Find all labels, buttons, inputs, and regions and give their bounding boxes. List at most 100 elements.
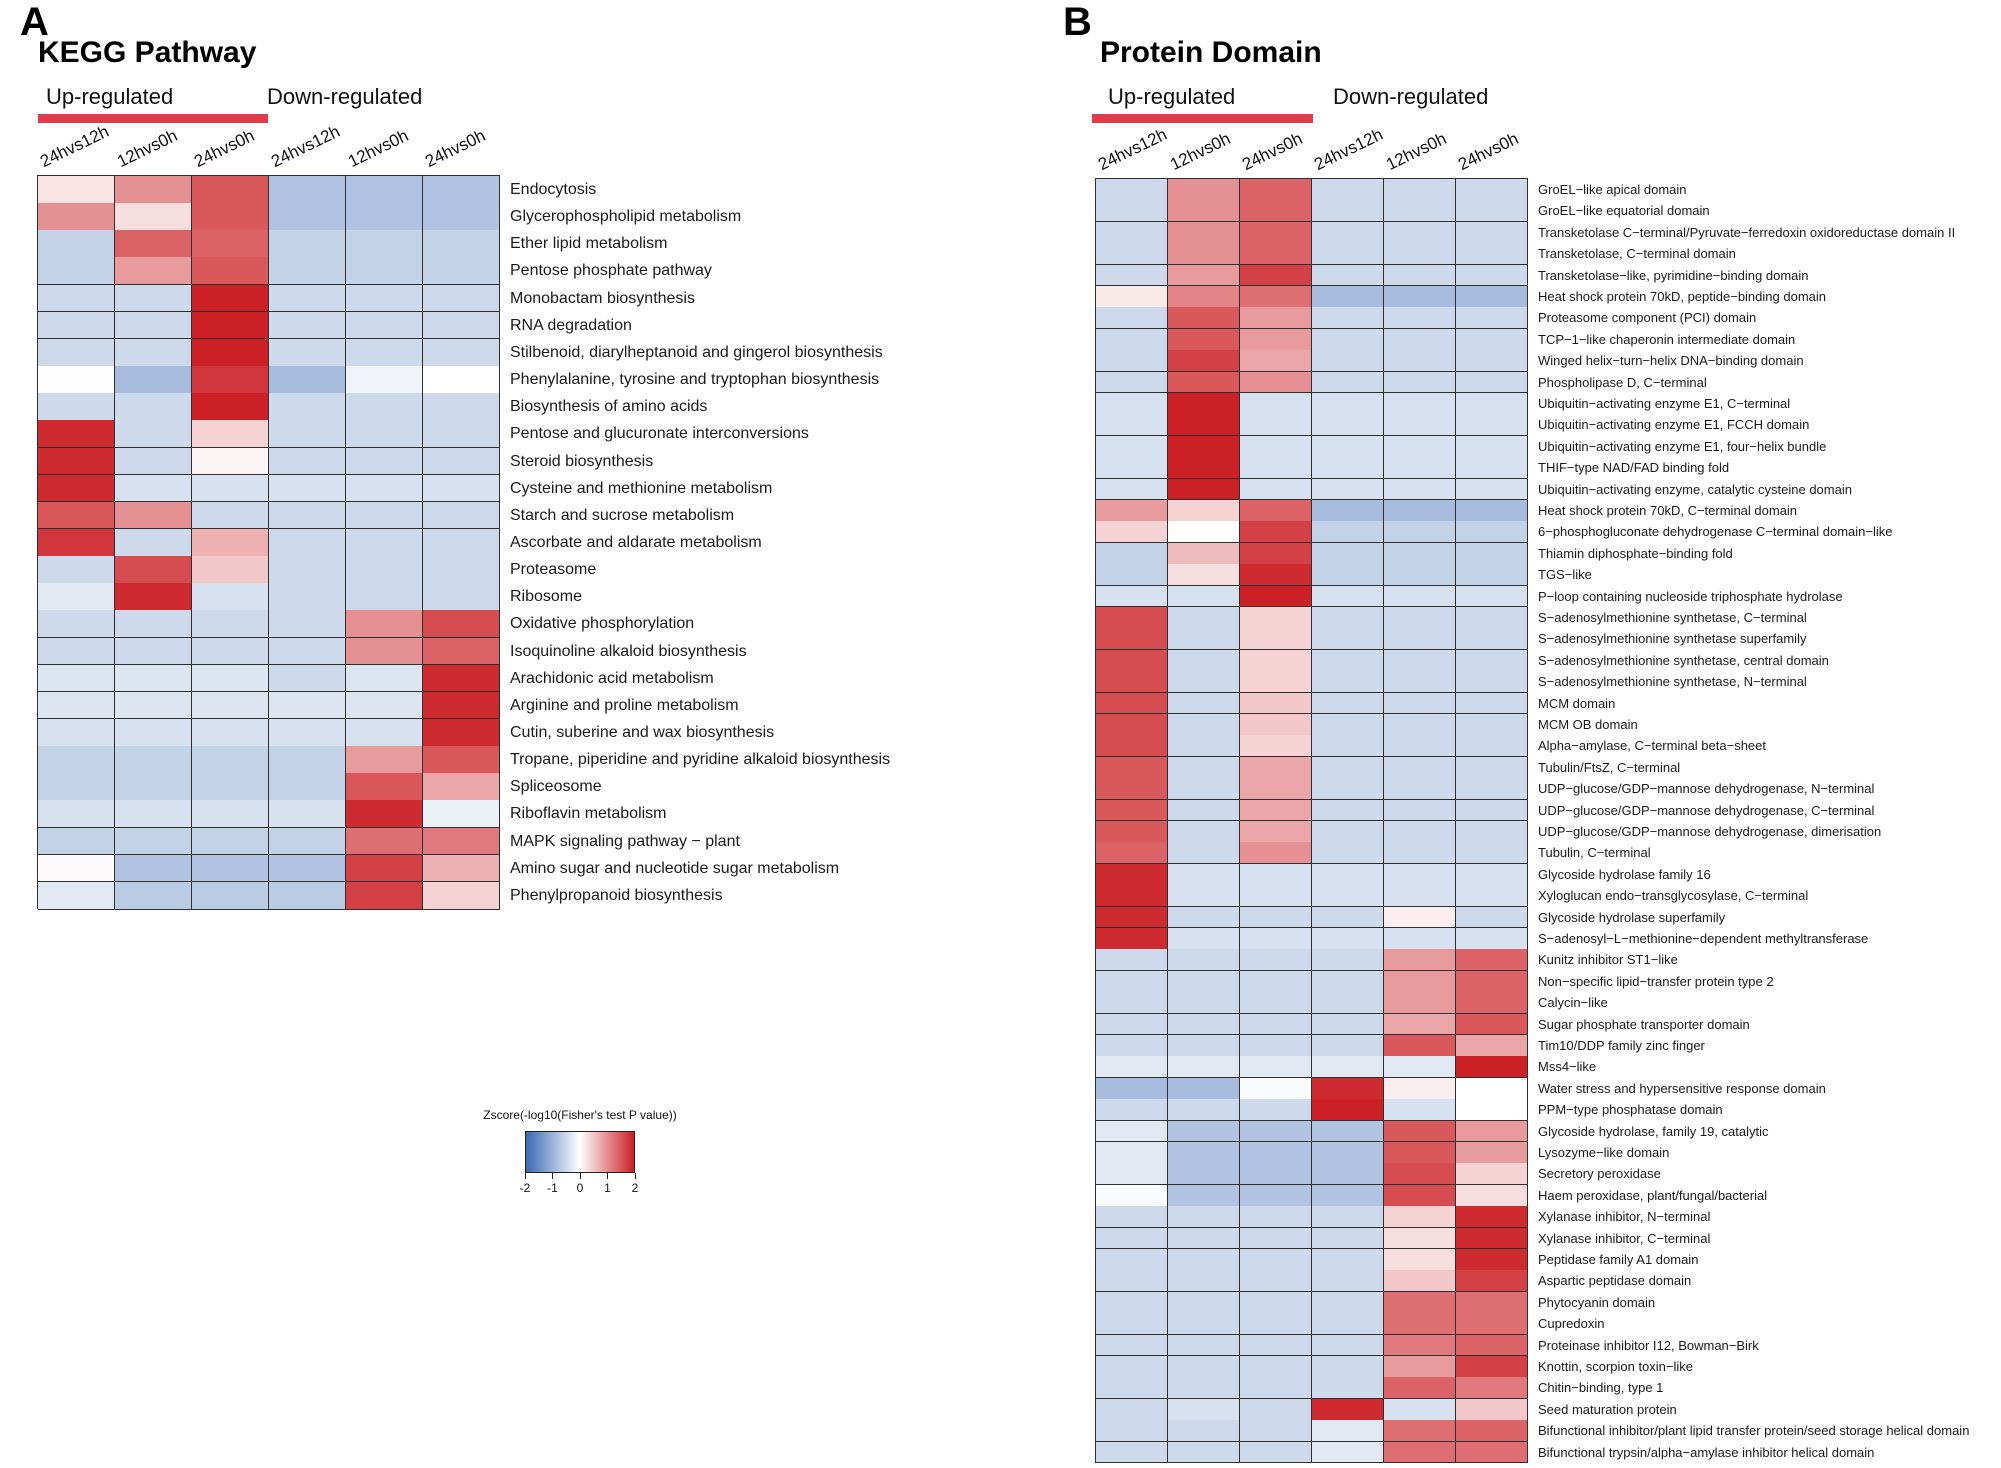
row-label: Ether lipid metabolism (510, 235, 668, 253)
heatmap-cell (346, 583, 423, 611)
heatmap-cell (192, 257, 269, 286)
heatmap-cell (1312, 885, 1384, 908)
heatmap-cell (269, 827, 346, 856)
heatmap-cell (1456, 756, 1528, 779)
heatmap-cell (1312, 1077, 1384, 1100)
row-label: Transketolase−like, pyrimidine−binding d… (1538, 267, 1809, 283)
heatmap-cell (1096, 756, 1168, 779)
heatmap-cell (1096, 200, 1168, 223)
heatmap-cell (1096, 970, 1168, 993)
heatmap-cell (1384, 1398, 1456, 1421)
heatmap-cell (1096, 221, 1168, 244)
heatmap-cell (1096, 179, 1168, 201)
heatmap-cell (1168, 435, 1240, 458)
row-label: Phenylalanine, tyrosine and tryptophan b… (510, 371, 880, 389)
heatmap-cell (269, 366, 346, 394)
heatmap-cell (1312, 671, 1384, 694)
heatmap-cell (1312, 1356, 1384, 1378)
heatmap-cell (1096, 564, 1168, 587)
heatmap-cell (1384, 221, 1456, 244)
heatmap-cell (1096, 863, 1168, 886)
heatmap-cell (1384, 457, 1456, 480)
row-label: Cutin, suberine and wax biosynthesis (510, 724, 775, 741)
heatmap-cell (1384, 435, 1456, 458)
heatmap-cell (1456, 1334, 1528, 1357)
heatmap-cell (1456, 371, 1528, 394)
row-label: MCM domain (1538, 695, 1616, 711)
heatmap-cell (1240, 1099, 1312, 1122)
row-label: Phytocyanin domain (1538, 1294, 1656, 1310)
row-label: Starch and sucrose metabolism (510, 506, 735, 524)
heatmap-cell (1096, 478, 1168, 501)
panel-a-title: KEGG Pathway (38, 36, 257, 69)
heatmap-cell (115, 420, 192, 448)
row-label: Amino sugar and nucleotide sugar metabol… (510, 859, 840, 877)
heatmap-cell (1312, 435, 1384, 458)
heatmap-cell (1384, 1163, 1456, 1186)
heatmap-cell (1456, 1420, 1528, 1443)
column-label: 24hvs12h (1311, 124, 1386, 175)
heatmap-cell (1096, 778, 1168, 801)
heatmap-cell (1312, 500, 1384, 522)
row-label: Calycin−like (1538, 995, 1608, 1011)
heatmap-cell (346, 691, 423, 720)
heatmap-cell (269, 583, 346, 611)
legend-tick-mark (579, 1173, 581, 1179)
heatmap-cell (1168, 885, 1240, 908)
heatmap-cell (192, 664, 269, 693)
column-label: 12hvs0h (1167, 128, 1234, 175)
heatmap-cell (1456, 221, 1528, 244)
heatmap-cell (1384, 928, 1456, 950)
panel-b-letter: B (1063, 0, 1092, 44)
heatmap-cell (1240, 1291, 1312, 1314)
heatmap-cell (1168, 863, 1240, 886)
heatmap-cell (38, 746, 115, 774)
heatmap-cell (269, 420, 346, 448)
row-label: S−adenosylmethionine synthetase, central… (1538, 652, 1829, 668)
heatmap-cell (423, 230, 500, 258)
heatmap-cell (1384, 671, 1456, 694)
heatmap-cell (1240, 1142, 1312, 1164)
heatmap-cell (1096, 286, 1168, 308)
heatmap-cell (38, 447, 115, 476)
heatmap-cell (346, 311, 423, 340)
heatmap-cell (1240, 221, 1312, 244)
heatmap-cell (1312, 1099, 1384, 1122)
heatmap-cell (1456, 1120, 1528, 1143)
heatmap-cell (1312, 970, 1384, 993)
row-label: Phospholipase D, C−terminal (1538, 374, 1707, 390)
heatmap-cell (192, 447, 269, 476)
heatmap-cell (1384, 1206, 1456, 1229)
heatmap-cell (1168, 200, 1240, 223)
heatmap-cell (1096, 1356, 1168, 1378)
row-label: Proteinase inhibitor I12, Bowman−Birk (1538, 1337, 1759, 1353)
heatmap-cell (1168, 1035, 1240, 1057)
heatmap-cell (1384, 821, 1456, 843)
heatmap-cell (423, 637, 500, 666)
column-label: 24hvs0h (422, 125, 489, 172)
heatmap-cell (346, 474, 423, 503)
heatmap-cell (346, 719, 423, 747)
heatmap-cell (269, 203, 346, 231)
heatmap-cell (1168, 1163, 1240, 1186)
row-label: Tubulin/FtsZ, C−terminal (1538, 759, 1681, 775)
heatmap-cell (1096, 500, 1168, 522)
heatmap-cell (1456, 1163, 1528, 1186)
heatmap-cell (1096, 1398, 1168, 1421)
heatmap-cell (1168, 564, 1240, 587)
heatmap-cell (192, 474, 269, 503)
heatmap-cell (1168, 1313, 1240, 1336)
heatmap-cell (1168, 1056, 1240, 1079)
heatmap-cell (1168, 414, 1240, 437)
row-label: Kunitz inhibitor ST1−like (1538, 952, 1678, 968)
heatmap-cell (1168, 1291, 1240, 1314)
row-label: Ubiquitin−activating enzyme E1, C−termin… (1538, 396, 1791, 411)
heatmap-cell (346, 338, 423, 367)
panel-b-down-regulated-label: Down-regulated (1333, 84, 1489, 109)
heatmap-cell (1240, 393, 1312, 415)
heatmap-cell (1168, 1227, 1240, 1250)
heatmap-cell (1312, 1334, 1384, 1357)
heatmap-cell (1384, 1313, 1456, 1336)
column-label: 12hvs0h (345, 125, 412, 172)
